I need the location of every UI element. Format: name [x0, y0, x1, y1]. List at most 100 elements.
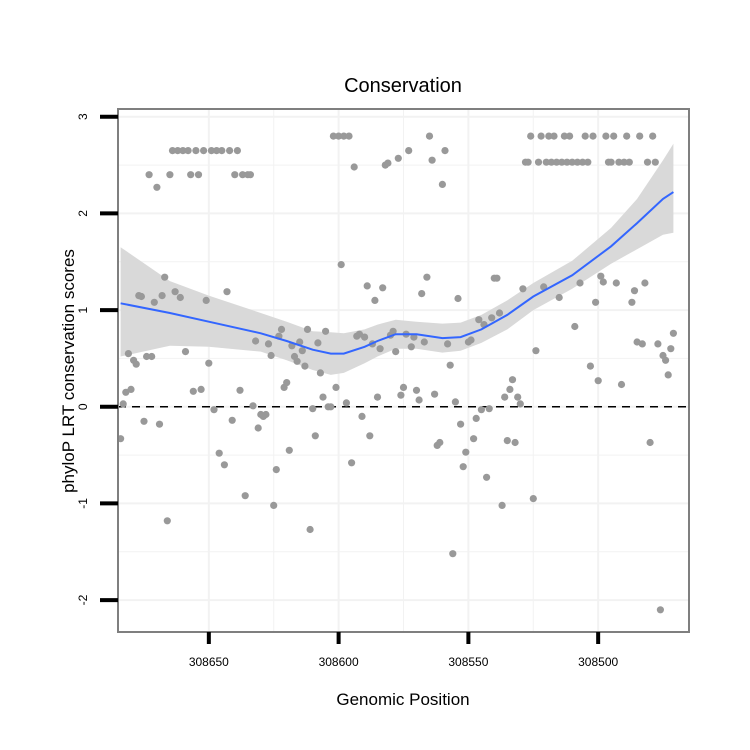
data-point: [249, 402, 257, 410]
data-point: [527, 132, 535, 140]
data-point: [298, 347, 306, 355]
data-point: [649, 132, 657, 140]
data-point: [220, 461, 228, 469]
data-point: [457, 420, 465, 428]
x-axis: 308650 308600 308550 308500: [189, 632, 619, 669]
x-tick-label: 308500: [578, 655, 618, 669]
data-point: [137, 292, 145, 301]
data-point: [316, 369, 324, 377]
data-point: [358, 412, 366, 420]
data-point: [516, 400, 524, 408]
data-point: [586, 362, 595, 370]
data-point: [293, 357, 301, 365]
data-point: [153, 183, 161, 191]
data-point: [630, 287, 639, 295]
data-point: [459, 463, 467, 471]
data-point: [340, 132, 348, 140]
data-point: [431, 390, 439, 398]
data-point: [161, 273, 169, 281]
data-point: [568, 158, 576, 166]
data-point: [623, 132, 631, 140]
data-point: [345, 132, 353, 140]
data-point: [397, 391, 405, 399]
data-point: [415, 396, 423, 404]
x-tick-label: 308600: [319, 655, 359, 669]
data-point: [184, 147, 192, 155]
data-point: [669, 329, 678, 337]
data-point: [537, 132, 545, 140]
data-point: [553, 158, 561, 166]
data-point: [495, 309, 504, 317]
data-points: [117, 132, 678, 614]
data-point: [376, 345, 384, 353]
data-point: [485, 405, 493, 413]
data-point: [428, 156, 436, 164]
data-point: [252, 337, 260, 345]
data-point: [418, 290, 426, 298]
data-point: [560, 132, 569, 140]
panel-border: [117, 108, 690, 633]
data-point: [410, 333, 418, 341]
data-point: [389, 327, 397, 335]
data-point: [664, 371, 672, 379]
data-point: [646, 438, 654, 447]
data-point: [519, 285, 527, 293]
data-point: [573, 158, 582, 166]
data-point: [399, 383, 408, 391]
data-point: [558, 158, 566, 166]
data-point: [254, 424, 262, 432]
data-point: [319, 393, 327, 401]
data-point: [267, 351, 275, 360]
data-point: [202, 296, 210, 304]
data-point: [306, 525, 314, 534]
data-point: [529, 495, 537, 503]
data-point: [597, 272, 605, 280]
data-point: [654, 340, 662, 348]
data-point: [322, 327, 330, 335]
data-point: [270, 501, 278, 509]
data-point: [171, 288, 179, 296]
y-axis: -2 -1 0 1 2 3: [76, 113, 118, 605]
data-point: [213, 147, 221, 155]
data-point: [441, 147, 449, 155]
data-point: [462, 448, 470, 456]
confidence-band-group: [120, 143, 674, 375]
data-point: [514, 393, 522, 401]
y-tick-label: 2: [76, 210, 90, 217]
data-point: [127, 385, 135, 393]
data-point: [638, 340, 646, 348]
data-point: [189, 387, 197, 395]
chart-title: Conservation: [344, 75, 462, 97]
data-point: [371, 296, 379, 304]
data-point: [667, 345, 675, 353]
data-point: [379, 284, 387, 292]
data-point: [610, 132, 618, 140]
data-point: [158, 292, 166, 300]
data-point: [451, 398, 459, 406]
data-point: [524, 158, 532, 166]
data-point: [218, 147, 226, 155]
x-axis-label: Genomic Position: [336, 690, 469, 709]
data-point: [662, 356, 670, 364]
data-point: [262, 410, 270, 419]
data-point: [272, 466, 280, 474]
data-point: [438, 180, 446, 188]
data-point: [309, 405, 317, 413]
data-point: [594, 377, 602, 385]
data-point: [176, 293, 184, 302]
data-point: [207, 147, 215, 155]
data-point: [467, 336, 475, 344]
data-point: [168, 147, 177, 155]
data-point: [405, 147, 413, 155]
data-point: [636, 132, 644, 140]
data-point: [124, 350, 132, 358]
data-point: [361, 333, 369, 341]
data-point: [373, 393, 382, 401]
data-point: [612, 279, 620, 287]
data-point: [475, 316, 483, 324]
data-point: [181, 348, 190, 356]
data-point: [420, 338, 428, 346]
y-tick-label: -2: [76, 594, 90, 605]
data-point: [446, 361, 454, 369]
data-point: [511, 438, 519, 447]
